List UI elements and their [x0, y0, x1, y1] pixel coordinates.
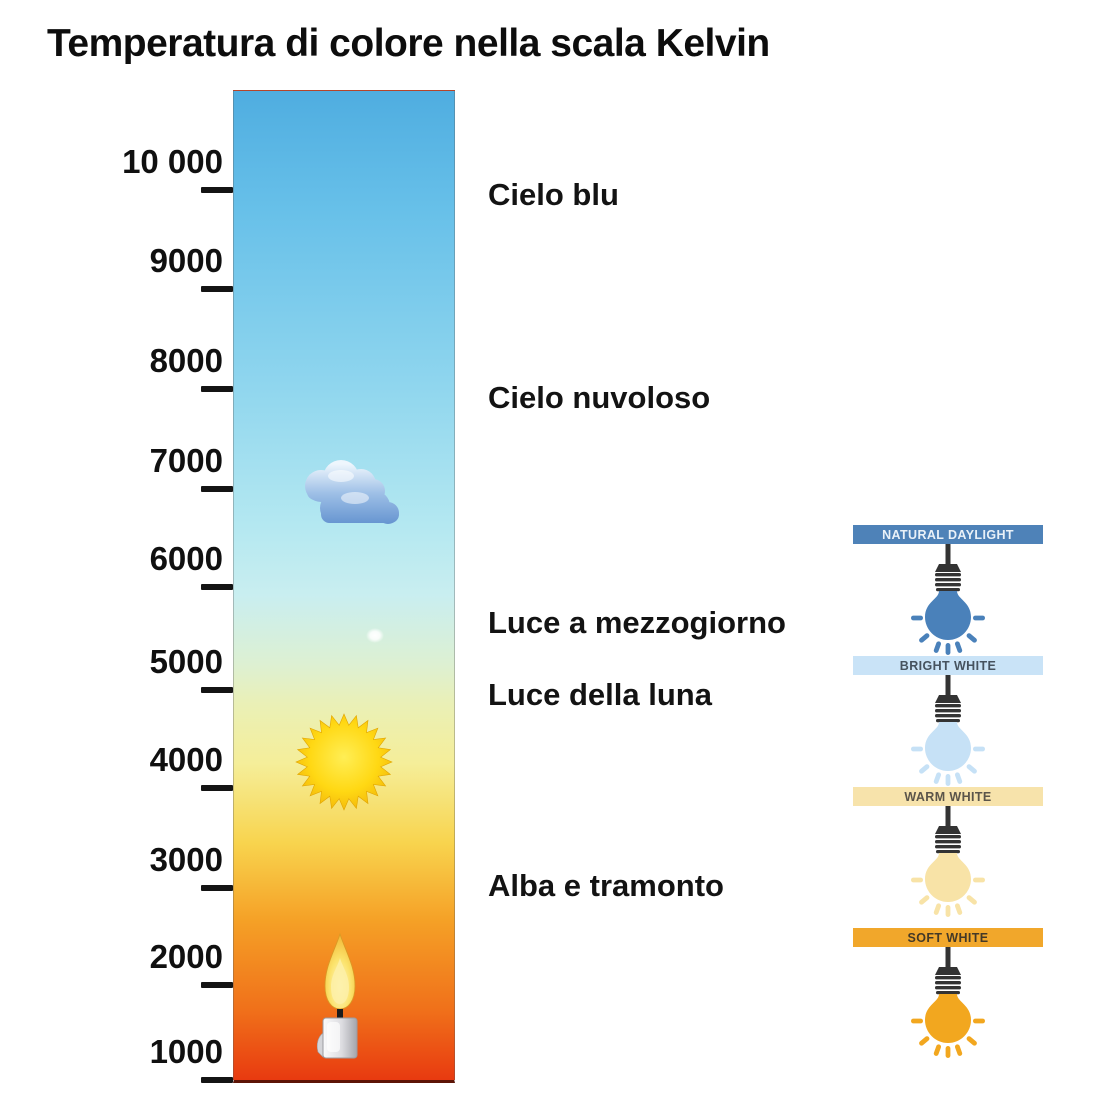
- scale-label: 5000: [149, 643, 223, 680]
- moon-dot-icon: [366, 628, 384, 643]
- light-bulb-icon: [911, 947, 985, 1058]
- bulb-banner: SOFT WHITE: [853, 928, 1043, 947]
- scale-tick: [201, 687, 233, 693]
- scale-label: 4000: [149, 741, 223, 778]
- scale-label: 10 000: [122, 143, 223, 180]
- scale-label: 2000: [149, 938, 223, 975]
- annotation-luce-della-luna: Luce della luna: [488, 677, 712, 712]
- scale-label: 1000: [149, 1033, 223, 1070]
- scale-tick: [201, 386, 233, 392]
- page-title: Temperatura di colore nella scala Kelvin: [47, 22, 770, 65]
- scale-tick: [201, 286, 233, 292]
- scale-tick: [201, 486, 233, 492]
- clouds-icon: [305, 460, 399, 524]
- scale-tick: [201, 785, 233, 791]
- bulb-banner: BRIGHT WHITE: [853, 656, 1043, 675]
- annotation-luce-mezzogiorno: Luce a mezzogiorno: [488, 605, 786, 640]
- light-bulb-icon: [911, 675, 985, 786]
- light-bulb-icon: [911, 544, 985, 655]
- scale-label: 9000: [149, 242, 223, 279]
- sun-icon: [295, 713, 393, 811]
- bulb-panel: NATURAL DAYLIGHT: [853, 525, 1043, 662]
- scale-tick: [201, 584, 233, 590]
- annotation-cielo-nuvoloso: Cielo nuvoloso: [488, 380, 711, 415]
- scale-tick: [201, 885, 233, 891]
- scale-label: 7000: [149, 442, 223, 479]
- bulb-panel: BRIGHT WHITE: [853, 656, 1043, 793]
- annotation-alba-e-tramonto: Alba e tramonto: [488, 868, 724, 903]
- scale-label: 8000: [149, 342, 223, 379]
- light-bulb-icon: [911, 806, 985, 917]
- candle-icon: [316, 932, 358, 1059]
- scale-tick: [201, 187, 233, 193]
- bulb-banner: WARM WHITE: [853, 787, 1043, 806]
- bulb-panel: WARM WHITE: [853, 787, 1043, 924]
- bulb-panel: SOFT WHITE: [853, 928, 1043, 1065]
- scale-label: 6000: [149, 540, 223, 577]
- scale-tick: [201, 1077, 233, 1083]
- annotation-cielo-blu: Cielo blu: [488, 177, 619, 212]
- bulb-banner: NATURAL DAYLIGHT: [853, 525, 1043, 544]
- scale-tick: [201, 982, 233, 988]
- kelvin-gradient-bar: [233, 90, 455, 1083]
- scale-label: 3000: [149, 841, 223, 878]
